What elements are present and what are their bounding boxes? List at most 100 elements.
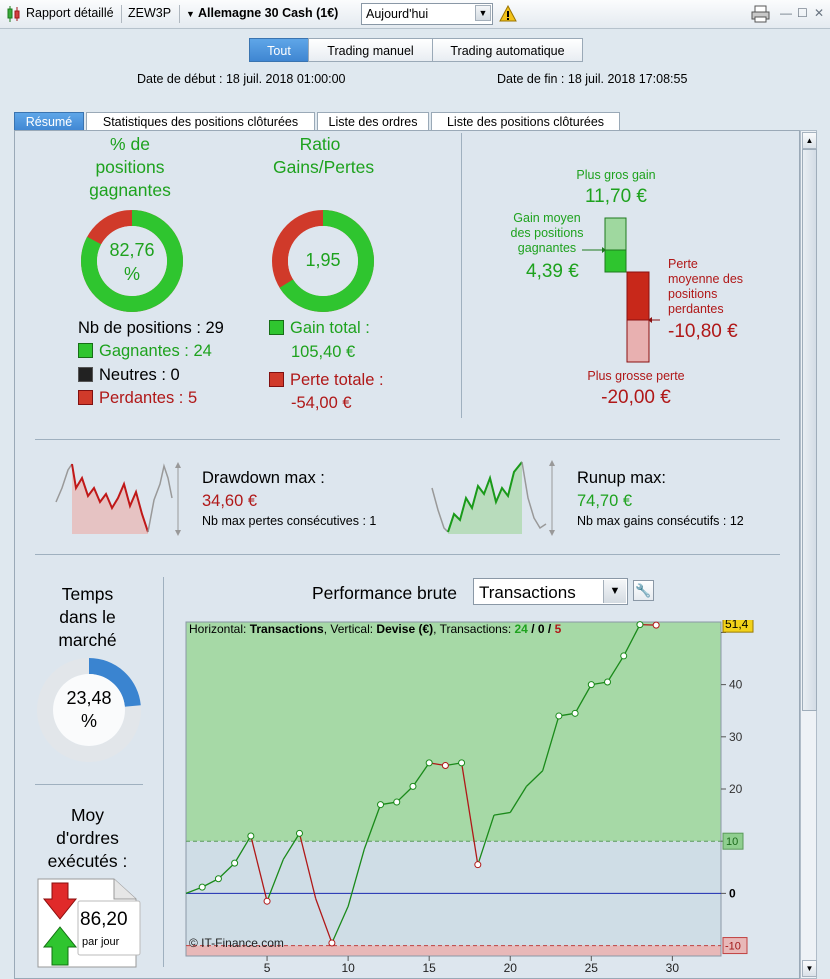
x-tick-label: 10 bbox=[341, 961, 355, 975]
max-gain-label: Plus gros gain bbox=[576, 168, 656, 182]
equity-point bbox=[458, 759, 466, 767]
winrate-donut bbox=[81, 210, 183, 312]
equity-segment bbox=[460, 762, 479, 865]
drawdown-sub: Nb max pertes consécutives : 1 bbox=[202, 514, 377, 528]
winrate-value: 82,76% bbox=[109, 240, 155, 284]
lower-band-badge bbox=[722, 937, 748, 955]
chevron-down-icon[interactable]: ▼ bbox=[475, 5, 491, 21]
lower-band-label: -10 bbox=[725, 941, 741, 953]
max-gain-value: 11,70 € bbox=[585, 186, 647, 207]
divider bbox=[35, 439, 780, 440]
max-loss-value: -20,00 € bbox=[601, 387, 671, 408]
tab-statistiques[interactable]: Statistiques des positions clôturées bbox=[86, 112, 315, 131]
ratio-title: Ratio Gains/Pertes bbox=[273, 134, 375, 177]
equity-segment bbox=[250, 835, 268, 902]
loss-zone bbox=[186, 945, 721, 956]
ordres-title: Moy d'ordres exécutés : bbox=[47, 805, 128, 871]
equity-point bbox=[328, 939, 336, 947]
equity-segment bbox=[542, 715, 560, 771]
ordres-value: 86,20 bbox=[80, 909, 128, 930]
neutres-item: Neutres : 0 bbox=[78, 366, 180, 385]
report-title: Rapport détaillé bbox=[26, 6, 114, 20]
equity-point bbox=[198, 883, 206, 891]
profit-zone bbox=[186, 622, 721, 842]
perf-mode-value: Transactions bbox=[479, 583, 576, 602]
account-id[interactable]: ZEW3P bbox=[128, 6, 172, 20]
equity-segment bbox=[282, 833, 301, 860]
drawdown-title: Drawdown max : bbox=[202, 469, 325, 487]
divider bbox=[461, 133, 462, 418]
equity-segment bbox=[493, 811, 511, 816]
close-icon[interactable]: ✕ bbox=[814, 6, 825, 20]
equity-segment bbox=[266, 859, 284, 902]
tab-resume[interactable]: Résumé bbox=[14, 112, 84, 131]
x-tick-label: 20 bbox=[504, 961, 518, 975]
equity-point bbox=[377, 801, 385, 809]
wrench-icon[interactable]: 🔧 bbox=[633, 580, 654, 601]
equity-point bbox=[231, 859, 239, 867]
vertical-scrollbar[interactable]: ▲ ▼ bbox=[800, 130, 817, 979]
divider bbox=[163, 577, 164, 967]
equity-segment bbox=[396, 785, 414, 803]
y-tick-label: 30 bbox=[729, 730, 743, 744]
upper-band-badge bbox=[722, 832, 744, 850]
upper-band-label: 10 bbox=[726, 836, 738, 848]
tab-tout[interactable]: Tout bbox=[249, 38, 309, 62]
max-loss-label: Plus grosse perte bbox=[587, 369, 685, 383]
equity-point bbox=[636, 621, 644, 629]
equity-segment bbox=[412, 762, 430, 787]
avg-gain-label: Gain moyen des positions gagnantes bbox=[510, 211, 584, 255]
divider bbox=[35, 784, 143, 785]
nb-positions: Nb de positions : 29 bbox=[78, 319, 224, 337]
chart-header: Horizontal: Transactions, Vertical: Devi… bbox=[189, 622, 562, 636]
minimize-icon[interactable]: — bbox=[780, 6, 792, 20]
orders-icon bbox=[37, 878, 141, 968]
tab-trading-automatique[interactable]: Trading automatique bbox=[432, 38, 583, 62]
maximize-icon[interactable]: ☐ bbox=[797, 6, 808, 20]
tab-liste-positions[interactable]: Liste des positions clôturées bbox=[431, 112, 620, 131]
print-icon[interactable] bbox=[750, 5, 772, 23]
equity-segment bbox=[331, 906, 349, 944]
end-date: Date de fin : 18 juil. 2018 17:08:55 bbox=[497, 72, 688, 86]
chevron-down-icon[interactable]: ▼ bbox=[603, 580, 626, 603]
equity-point bbox=[620, 652, 628, 660]
scroll-down-icon[interactable]: ▼ bbox=[802, 960, 817, 977]
equity-segment bbox=[574, 684, 592, 714]
avg-gain-value: 4,39 € bbox=[526, 261, 579, 282]
perf-title: Performance brute bbox=[312, 583, 457, 603]
x-tick-label: 30 bbox=[666, 961, 680, 975]
chevron-down-icon[interactable]: ▼ bbox=[186, 9, 195, 19]
equity-point bbox=[295, 829, 303, 837]
y-tick-label: 20 bbox=[729, 782, 743, 796]
scroll-thumb[interactable] bbox=[802, 149, 817, 711]
equity-segment bbox=[298, 833, 317, 899]
y-tick-label: 0 bbox=[729, 886, 736, 900]
gain-total-value: 105,40 € bbox=[291, 343, 356, 361]
candlestick-icon bbox=[7, 6, 20, 22]
tab-liste-ordres[interactable]: Liste des ordres bbox=[317, 112, 429, 131]
perf-mode-select[interactable]: Transactions ▼ bbox=[473, 578, 628, 605]
runup-sub: Nb max gains consécutifs : 12 bbox=[577, 514, 744, 528]
equity-segment bbox=[623, 624, 641, 657]
equity-point bbox=[555, 712, 563, 720]
avg-loss-label: Perte moyenne des positions perdantes bbox=[668, 257, 744, 316]
equity-segment bbox=[315, 898, 333, 944]
ratio-value: 1,95 bbox=[305, 250, 341, 270]
last-value-badge bbox=[722, 620, 754, 633]
scroll-up-icon[interactable]: ▲ bbox=[802, 132, 817, 149]
equity-point bbox=[441, 762, 449, 770]
equity-segment bbox=[347, 848, 365, 907]
equity-segment bbox=[509, 786, 528, 813]
period-select[interactable]: Aujourd'hui ▼ bbox=[361, 3, 493, 25]
equity-segment bbox=[234, 835, 252, 864]
equity-segment bbox=[363, 804, 382, 850]
equity-point bbox=[247, 832, 255, 840]
instrument-name[interactable]: Allemagne 30 Cash (1€) bbox=[198, 6, 339, 20]
x-tick-label: 5 bbox=[264, 961, 271, 975]
tab-trading-manuel[interactable]: Trading manuel bbox=[308, 38, 433, 62]
divider bbox=[35, 554, 780, 555]
drawdown-sparkline bbox=[55, 462, 181, 536]
equity-point bbox=[425, 759, 433, 767]
gain-loss-bars bbox=[582, 217, 660, 363]
